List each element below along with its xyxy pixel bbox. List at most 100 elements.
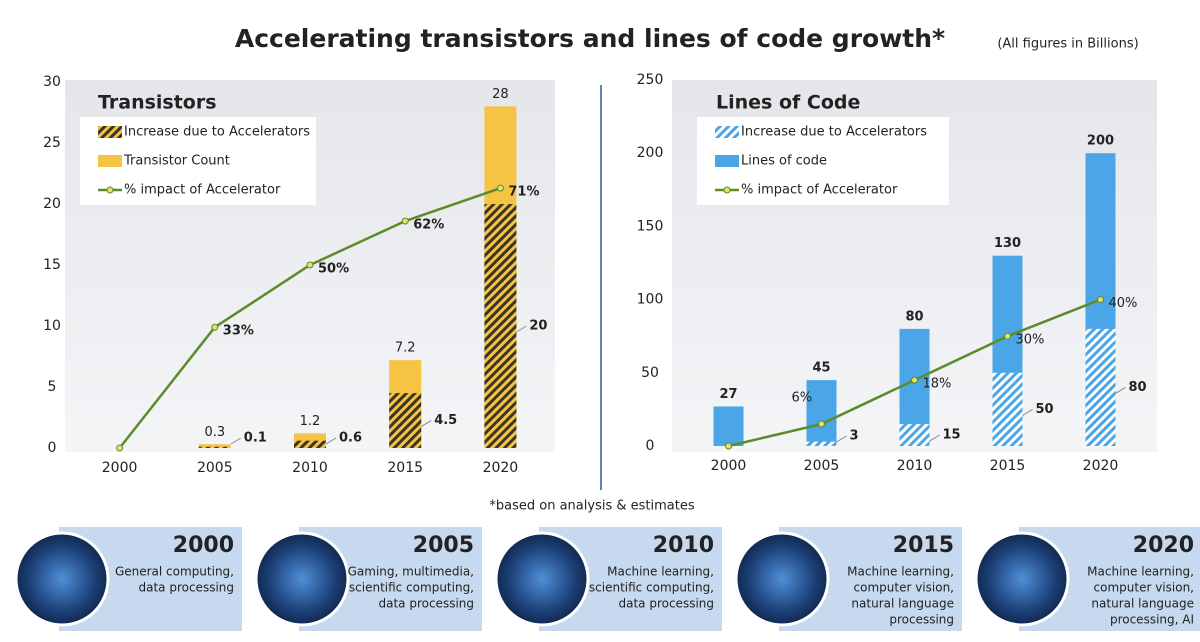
bar — [713, 406, 744, 446]
x-tick-label: 2010 — [897, 458, 933, 474]
y-tick-label: 200 — [637, 145, 664, 161]
line-marker — [211, 323, 219, 331]
panel-text: scientific computing, — [349, 581, 474, 595]
legend-swatch — [98, 155, 122, 167]
leader-line — [230, 437, 242, 445]
panel-year: 2010 — [653, 533, 714, 558]
y-tick-label: 25 — [43, 135, 61, 151]
data-label: 62% — [413, 218, 444, 233]
data-label: 30% — [1016, 333, 1045, 348]
x-tick-label: 2020 — [483, 460, 519, 476]
panel-year: 2015 — [893, 533, 954, 558]
leader-line — [1022, 408, 1033, 416]
y-tick-label: 150 — [637, 218, 664, 234]
bar-hatched — [899, 424, 930, 446]
data-label: 6% — [792, 391, 813, 406]
data-label: 18% — [923, 377, 952, 392]
data-label: 200 — [1087, 134, 1114, 149]
legend-label: Increase due to Accelerators — [741, 125, 927, 140]
data-label: 0.3 — [204, 425, 225, 440]
y-tick-label: 15 — [43, 257, 61, 273]
page-title: Accelerating transistors and lines of co… — [235, 24, 945, 53]
panel-image — [254, 531, 350, 627]
x-tick-label: 2005 — [804, 458, 840, 474]
x-tick-label: 2015 — [990, 458, 1026, 474]
data-label: 80 — [1129, 380, 1147, 395]
panel-text: General computing, — [115, 565, 234, 579]
bar-hatched — [198, 446, 231, 448]
data-label: 50 — [1036, 402, 1054, 417]
legend-label: % impact of Accelerator — [124, 183, 281, 198]
panel-text: computer vision, — [854, 581, 954, 595]
legend-label: Transistor Count — [123, 154, 230, 169]
data-label: 1.2 — [300, 414, 321, 429]
y-tick-label: 10 — [43, 318, 61, 334]
y-tick-label: 30 — [43, 74, 61, 90]
panel-text: natural language — [1091, 597, 1194, 611]
note: (All figures in Billions) — [997, 37, 1138, 52]
y-tick-label: 5 — [48, 379, 57, 395]
line-marker — [818, 420, 825, 428]
line-marker — [496, 184, 504, 192]
bar-hatched — [1085, 328, 1116, 446]
panel-text: Machine learning, — [847, 565, 954, 579]
legend-swatch — [723, 186, 731, 194]
legend-label: Lines of code — [741, 154, 827, 169]
data-label: 0.6 — [339, 431, 362, 446]
panel-year: 2005 — [413, 533, 474, 558]
y-tick-label: 250 — [637, 72, 664, 88]
x-tick-label: 2000 — [711, 458, 747, 474]
y-tick-label: 0 — [646, 438, 655, 454]
legend-label: % impact of Accelerator — [741, 183, 898, 198]
line-marker — [725, 442, 732, 450]
legend-swatch — [98, 126, 122, 138]
data-label: 0.1 — [244, 431, 267, 446]
panel-year: 2020 — [1133, 533, 1194, 558]
panel-image — [734, 531, 830, 627]
panel-text: data processing — [378, 597, 474, 611]
line-marker — [116, 444, 124, 452]
data-label: 130 — [994, 236, 1021, 251]
data-label: 27 — [719, 387, 737, 402]
x-tick-label: 2005 — [197, 460, 233, 476]
panel-text: processing — [889, 613, 954, 627]
data-label: 3 — [850, 429, 859, 444]
panel-image — [974, 531, 1070, 627]
chart-title: Transistors — [98, 92, 217, 114]
bar-hatched — [484, 204, 517, 448]
data-label: 45 — [812, 361, 830, 376]
legend-label: Increase due to Accelerators — [124, 125, 310, 140]
legend-swatch — [715, 126, 739, 138]
panel-text: Machine learning, — [607, 565, 714, 579]
panel-text: Machine learning, — [1087, 565, 1194, 579]
x-tick-label: 2020 — [1083, 458, 1119, 474]
panel-image — [494, 531, 590, 627]
panel-text: processing, AI — [1110, 613, 1194, 627]
data-label: 20 — [529, 319, 547, 334]
legend-swatch — [715, 155, 739, 167]
y-tick-label: 50 — [641, 365, 659, 381]
data-label: 33% — [223, 324, 254, 339]
panel-text: scientific computing, — [589, 581, 714, 595]
panel-year: 2000 — [173, 533, 234, 558]
legend-swatch — [106, 186, 114, 194]
bar — [806, 380, 837, 446]
leader-line — [516, 325, 527, 333]
data-label: 80 — [905, 309, 923, 324]
data-label: 71% — [508, 185, 539, 200]
bar-hatched — [294, 440, 326, 448]
line-marker — [1004, 332, 1011, 340]
line-marker — [306, 261, 314, 269]
panel-text: computer vision, — [1094, 581, 1194, 595]
bar-hatched — [992, 372, 1023, 446]
data-label: 50% — [318, 262, 349, 277]
leader-line — [420, 420, 432, 427]
leader-line — [836, 435, 847, 443]
data-label: 7.2 — [395, 341, 416, 356]
bar — [198, 444, 231, 448]
line-marker — [401, 217, 409, 225]
panel-text: data processing — [138, 581, 234, 595]
panel-text: data processing — [618, 597, 714, 611]
